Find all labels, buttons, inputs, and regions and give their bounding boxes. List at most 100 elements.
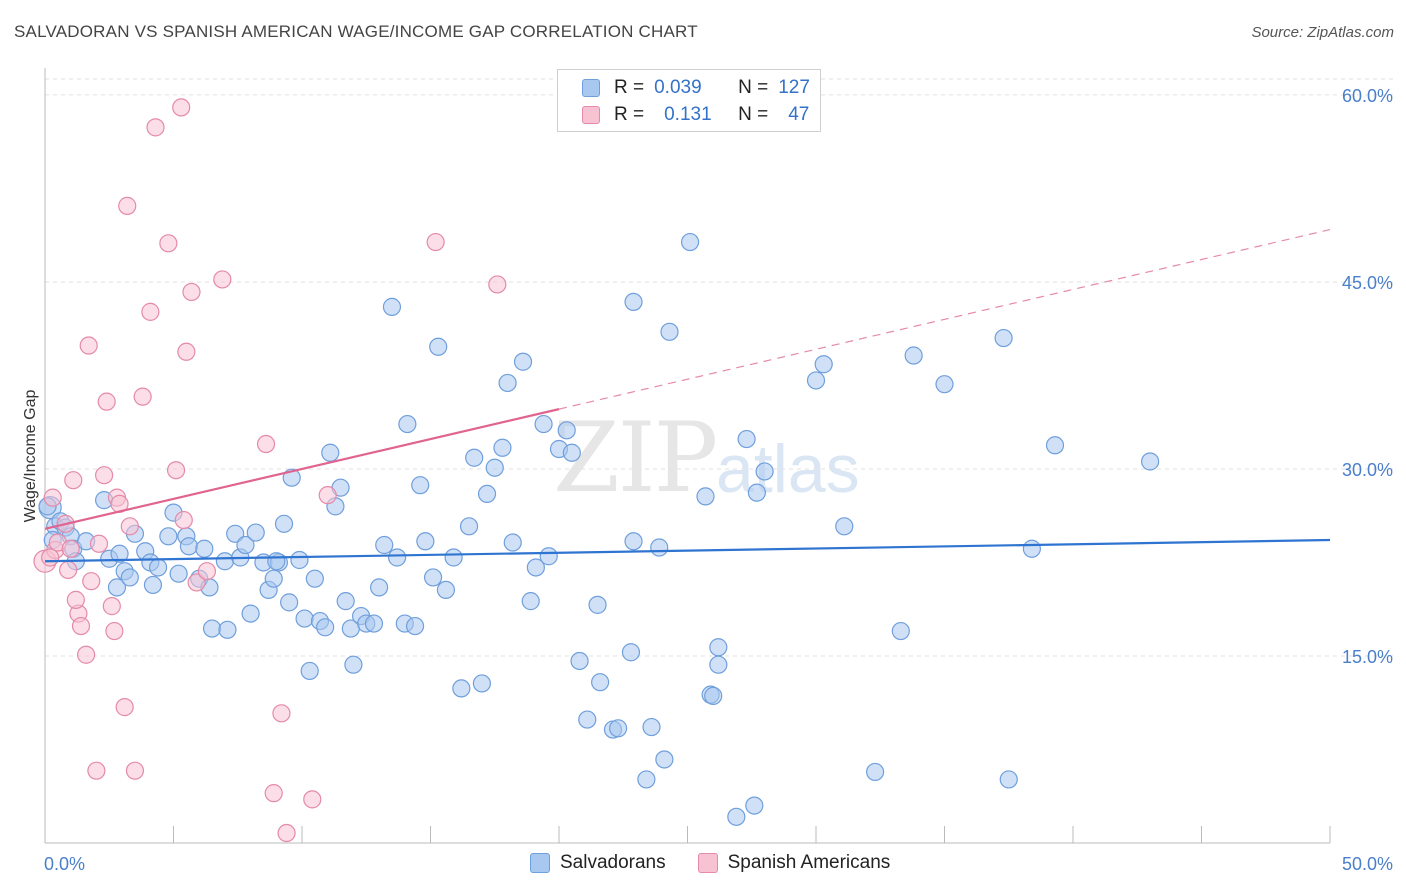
data-point-salvadorans: [300, 661, 319, 681]
legend-r-value: 0.039: [654, 77, 702, 98]
data-point-salvadorans: [539, 547, 558, 566]
data-point-salvadorans: [236, 535, 255, 555]
data-point-spanish-americans: [318, 486, 337, 505]
data-point-spanish-americans: [97, 392, 116, 411]
data-point-salvadorans: [655, 750, 674, 769]
series-legend-spanish-americans[interactable]: Spanish Americans: [697, 852, 890, 874]
data-point-salvadorans: [459, 517, 479, 536]
data-point-spanish-americans: [166, 461, 186, 480]
data-point-salvadorans: [609, 719, 628, 738]
data-point-spanish-americans: [118, 196, 137, 215]
data-point-salvadorans: [737, 429, 756, 449]
data-point-salvadorans: [246, 523, 265, 542]
data-point-salvadorans: [267, 552, 286, 571]
data-point-salvadorans: [416, 532, 435, 551]
x-tick-label-max: 50.0%: [1342, 854, 1393, 874]
data-point-spanish-americans: [197, 562, 217, 581]
legend-swatch-salvadorans: [582, 79, 600, 97]
data-point-spanish-americans: [105, 621, 124, 641]
watermark-zip: ZIP: [553, 402, 718, 514]
data-point-salvadorans: [148, 558, 168, 577]
data-point-salvadorans: [387, 548, 407, 567]
data-point-spanish-americans: [146, 118, 165, 137]
data-point-salvadorans: [521, 592, 540, 611]
data-point-salvadorans: [650, 538, 669, 557]
data-point-salvadorans: [120, 568, 139, 587]
data-point-salvadorans: [835, 517, 854, 536]
data-point-spanish-americans: [64, 471, 83, 490]
data-point-salvadorans: [202, 619, 222, 638]
data-point-salvadorans: [485, 458, 504, 477]
y-tick-label: 60.0%: [1342, 86, 1393, 106]
data-point-salvadorans: [264, 569, 283, 588]
data-point-spanish-americans: [59, 560, 78, 580]
data-point-salvadorans: [382, 297, 402, 316]
data-point-spanish-americans: [43, 488, 62, 507]
data-point-salvadorans: [159, 527, 178, 546]
data-point-spanish-americans: [71, 616, 91, 636]
data-point-salvadorans: [444, 548, 463, 567]
data-point-spanish-americans: [172, 98, 191, 117]
data-point-spanish-americans: [187, 573, 206, 592]
data-point-salvadorans: [452, 679, 471, 698]
trend-line-salvadorans: [44, 538, 1331, 563]
data-point-salvadorans: [423, 568, 443, 587]
data-point-salvadorans: [588, 595, 607, 614]
source-label: Source: ZipAtlas.com: [1251, 24, 1394, 41]
data-point-salvadorans: [429, 337, 448, 356]
data-point-salvadorans: [624, 292, 643, 311]
data-point-salvadorans: [215, 552, 234, 571]
data-point-salvadorans: [637, 770, 656, 789]
data-point-salvadorans: [370, 578, 389, 597]
data-point-salvadorans: [295, 609, 314, 628]
data-point-salvadorans: [513, 352, 533, 371]
data-point-spanish-americans: [89, 534, 109, 553]
data-point-salvadorans: [704, 686, 723, 705]
data-point-salvadorans: [999, 770, 1018, 789]
data-point-spanish-americans: [159, 234, 178, 253]
data-point-salvadorans: [624, 532, 643, 551]
data-point-salvadorans: [866, 762, 885, 782]
legend-row-salvadorans: R = 0.039 N = 127: [582, 76, 810, 100]
data-point-spanish-americans: [264, 784, 283, 803]
data-point-salvadorans: [935, 375, 954, 394]
x-tick-label-min: 0.0%: [44, 854, 85, 874]
data-point-salvadorans: [1045, 436, 1065, 455]
data-point-spanish-americans: [125, 761, 145, 780]
data-point-spanish-americans: [120, 517, 139, 536]
data-point-spanish-americans: [174, 510, 193, 530]
data-point-salvadorans: [680, 232, 700, 252]
data-point-salvadorans: [143, 575, 163, 595]
data-point-spanish-americans: [141, 302, 160, 321]
data-point-spanish-americans: [82, 572, 101, 591]
y-axis-title: Wage/Income Gap: [22, 390, 39, 523]
data-point-spanish-americans: [177, 342, 196, 361]
data-point-salvadorans: [493, 438, 512, 457]
data-point-salvadorans: [179, 537, 199, 556]
data-point-salvadorans: [398, 414, 417, 434]
y-tick-label: 45.0%: [1342, 273, 1393, 293]
data-point-salvadorans: [660, 322, 679, 341]
data-point-salvadorans: [591, 673, 610, 692]
data-point-spanish-americans: [115, 698, 134, 717]
data-point-salvadorans: [498, 373, 517, 393]
data-point-salvadorans: [747, 483, 766, 502]
data-point-salvadorans: [321, 443, 340, 462]
data-point-salvadorans: [557, 421, 576, 440]
data-point-spanish-americans: [426, 232, 445, 252]
data-point-salvadorans: [755, 462, 774, 481]
data-point-salvadorans: [814, 355, 833, 374]
data-point-salvadorans: [305, 569, 324, 588]
data-point-salvadorans: [806, 371, 826, 390]
data-point-salvadorans: [336, 592, 355, 611]
series-legend-salvadorans[interactable]: Salvadorans: [530, 852, 666, 874]
data-point-spanish-americans: [95, 466, 114, 485]
data-point-salvadorans: [709, 655, 728, 674]
data-point-salvadorans: [477, 484, 497, 504]
data-point-salvadorans: [218, 620, 237, 639]
series-swatch-salvadorans: [530, 853, 550, 873]
legend-r-label: R =: [614, 104, 645, 125]
data-point-salvadorans: [621, 643, 641, 662]
data-point-salvadorans: [107, 578, 127, 597]
